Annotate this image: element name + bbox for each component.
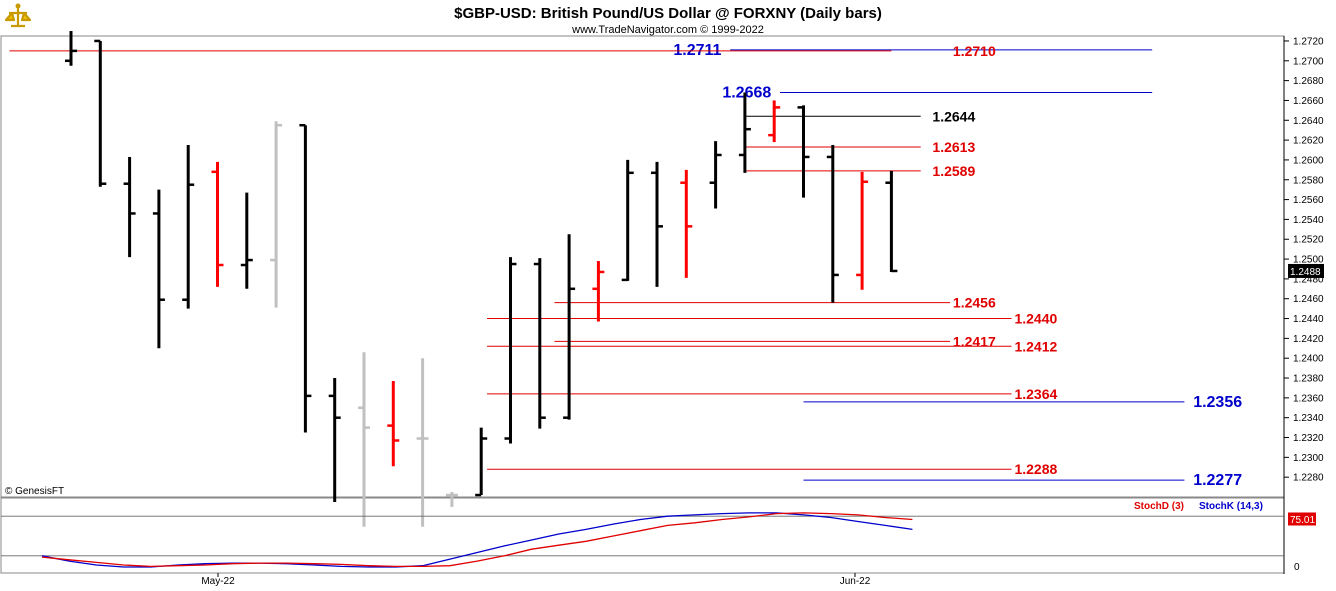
level-label: 1.2440 bbox=[1014, 311, 1057, 327]
level-label: 1.2417 bbox=[953, 333, 996, 349]
price-panel bbox=[0, 35, 1285, 498]
level-label: 1.2613 bbox=[932, 139, 975, 155]
y-tick-label: 1.2620 bbox=[1293, 136, 1324, 147]
y-tick-label: 1.2580 bbox=[1293, 175, 1324, 186]
last-price-badge bbox=[1288, 263, 1324, 278]
ohlc-bar bbox=[182, 145, 195, 309]
logo-icon bbox=[4, 2, 32, 30]
ohlc-bar bbox=[768, 100, 781, 143]
ohlc-bar bbox=[651, 161, 663, 287]
stoch-d-line bbox=[41, 512, 913, 568]
y-tick-label: 1.2320 bbox=[1293, 433, 1324, 444]
ohlc-bar bbox=[94, 39, 107, 187]
ohlc-bar bbox=[240, 192, 253, 289]
y-tick-label: 1.2360 bbox=[1293, 393, 1324, 404]
y-tick-label: 1.2340 bbox=[1293, 413, 1324, 424]
chart-subtitle: www.TradeNavigator.com © 1999-2022 bbox=[571, 24, 764, 36]
ohlc-bar bbox=[533, 258, 546, 429]
ohlc-bars bbox=[65, 31, 898, 527]
stoch-value-badge bbox=[1288, 512, 1316, 526]
x-tick-label: May-22 bbox=[201, 576, 235, 587]
level-label: 1.2364 bbox=[1014, 386, 1057, 402]
ohlc-bar bbox=[445, 492, 458, 507]
stoch-value-label: 75.01 bbox=[1290, 515, 1315, 526]
level-label: 1.2644 bbox=[932, 108, 975, 124]
y-tick-label: 1.2540 bbox=[1293, 215, 1324, 226]
y-tick-label: 1.2480 bbox=[1293, 274, 1324, 285]
ohlc-bar bbox=[123, 156, 136, 258]
ohlc-bar bbox=[709, 141, 722, 209]
ohlc-bar bbox=[621, 159, 634, 282]
chart-title: $GBP-USD: British Pound/US Dollar @ FORX… bbox=[454, 5, 882, 22]
ohlc-bar bbox=[270, 121, 283, 308]
stoch-k-line bbox=[41, 512, 913, 568]
y-tick-label: 1.2460 bbox=[1293, 294, 1324, 305]
ohlc-bar bbox=[504, 257, 517, 444]
y-tick-label: 1.2500 bbox=[1293, 255, 1324, 266]
support-resistance-levels: 1.2711 1.27101.26681.26441.26131.25891.24… bbox=[9, 42, 1242, 489]
ohlc-bar bbox=[797, 105, 810, 198]
x-tick-label: Jun-22 bbox=[840, 576, 871, 587]
y-tick-label: 1.2660 bbox=[1293, 96, 1324, 107]
ohlc-bar bbox=[680, 169, 693, 278]
ohlc-bar bbox=[592, 261, 605, 322]
y-tick-label: 1.2380 bbox=[1293, 374, 1324, 385]
level-label: 1.2356 bbox=[1193, 394, 1242, 411]
ohlc-bar bbox=[738, 92, 751, 173]
y-tick-label: 1.2280 bbox=[1293, 473, 1324, 484]
ohlc-bar bbox=[826, 145, 839, 303]
ohlc-bar bbox=[211, 161, 224, 287]
price-y-axis: 1.2280 1.2300 1.2320 1.2340 1.2360 1.2380 1.24… bbox=[1284, 36, 1324, 484]
y-tick-label: 1.2640 bbox=[1293, 116, 1324, 127]
level-label: 1.2288 bbox=[1014, 461, 1057, 477]
level-label: 1.2589 bbox=[932, 163, 975, 179]
ohlc-bar bbox=[328, 378, 341, 502]
ohlc-bar bbox=[387, 381, 400, 467]
time-x-axis: May-22 Jun-22 bbox=[201, 573, 871, 587]
level-label: 1.2668 bbox=[722, 85, 771, 102]
stoch-panel bbox=[0, 497, 1285, 574]
ohlc-bar bbox=[152, 189, 165, 349]
y-tick-label: 1.2600 bbox=[1293, 155, 1324, 166]
y-tick-label: 1.2300 bbox=[1293, 453, 1324, 464]
level-label: 1.2412 bbox=[1014, 338, 1057, 354]
last-price-label: 1.2488 bbox=[1290, 267, 1321, 278]
y-tick-label: 1.2400 bbox=[1293, 354, 1324, 365]
stoch-legend-label: StochD (3) bbox=[1134, 501, 1184, 512]
y-tick-label: 1.2680 bbox=[1293, 76, 1324, 87]
stochastic-indicator: StochD (3) StochK (14,3) 75.01 0 bbox=[1, 501, 1316, 573]
ohlc-bar bbox=[475, 427, 488, 497]
level-label: 1.2277 bbox=[1193, 472, 1242, 489]
last-price-marker: 1.2488 bbox=[1288, 263, 1324, 278]
y-tick-label: 1.2520 bbox=[1293, 235, 1324, 246]
ohlc-bar bbox=[563, 234, 576, 420]
ohlc-bar bbox=[299, 123, 312, 433]
y-tick-label: 1.2440 bbox=[1293, 314, 1324, 325]
level-label: 1.2456 bbox=[953, 295, 996, 311]
ohlc-bar bbox=[856, 171, 869, 290]
y-tick-label: 1.2560 bbox=[1293, 195, 1324, 206]
y-tick-label: 1.2720 bbox=[1293, 36, 1324, 47]
watermark: © GenesisFT bbox=[5, 486, 64, 497]
level-label: 1.2710 bbox=[953, 43, 996, 59]
stoch-legend-label: StochK (14,3) bbox=[1199, 501, 1263, 512]
ohlc-bar bbox=[65, 31, 77, 66]
ohlc-bar bbox=[885, 170, 898, 273]
stoch-y-tick-label: 0 bbox=[1294, 562, 1300, 573]
ohlc-bar bbox=[416, 358, 429, 527]
ohlc-bar bbox=[358, 352, 370, 527]
y-tick-label: 1.2420 bbox=[1293, 334, 1324, 345]
y-tick-label: 1.2700 bbox=[1293, 56, 1324, 67]
